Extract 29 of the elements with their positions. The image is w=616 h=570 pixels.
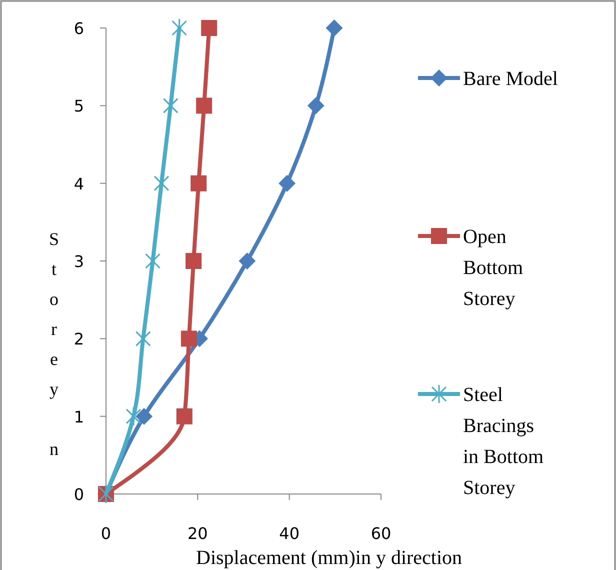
x-tick-label: 40	[279, 524, 300, 543]
x-axis-title: Displacement (mm)in y direction	[196, 547, 462, 569]
legend-label: Open Bottom Storey	[463, 226, 524, 310]
point	[186, 253, 202, 269]
point	[180, 330, 197, 347]
x-tick-label: 20	[187, 524, 208, 543]
y-tick-label: 6	[74, 19, 84, 38]
legend-label: Steel Bracings in Bottom Storey	[463, 384, 544, 499]
text: Storey n	[48, 229, 60, 459]
y-tick-label: 4	[74, 174, 84, 194]
x-tick-label: 0	[100, 524, 112, 543]
point	[176, 408, 192, 424]
point	[238, 252, 256, 270]
y-tick-label: 2	[74, 330, 84, 349]
point	[126, 406, 142, 426]
y-tick-label: 5	[74, 96, 84, 116]
y-tick-label: 3	[74, 252, 84, 271]
point	[196, 98, 212, 114]
point	[201, 20, 218, 36]
point	[278, 174, 296, 192]
y-tick-label: 0	[74, 485, 84, 504]
point	[172, 18, 188, 38]
point	[136, 408, 153, 425]
x-tick-label: 60	[370, 524, 392, 543]
legend-label: Bare Model	[463, 68, 558, 90]
point	[135, 328, 151, 348]
point	[190, 175, 207, 192]
point	[162, 96, 178, 116]
y-tick-label: 1	[74, 407, 84, 426]
